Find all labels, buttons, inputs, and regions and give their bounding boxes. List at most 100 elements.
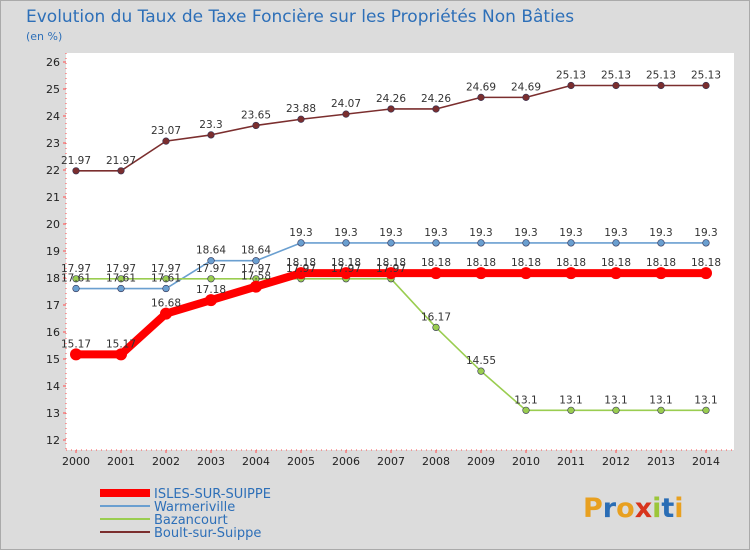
- plot-area: [66, 53, 734, 450]
- data-label: 19.3: [379, 227, 402, 239]
- data-label: 19.3: [424, 227, 447, 239]
- data-label: 24.26: [421, 93, 451, 105]
- data-point: [432, 105, 440, 113]
- data-label: 24.07: [331, 98, 361, 110]
- data-label: 13.1: [694, 394, 717, 406]
- data-point: [477, 239, 485, 247]
- data-label: 21.97: [61, 155, 91, 167]
- data-label: 18.18: [691, 257, 721, 269]
- data-point: [207, 131, 215, 139]
- data-point: [522, 93, 530, 101]
- data-point: [297, 115, 305, 123]
- data-label: 24.26: [376, 93, 406, 105]
- y-tick-label: 13: [46, 407, 60, 420]
- data-label: 19.3: [559, 227, 582, 239]
- data-label: 25.13: [691, 69, 721, 81]
- brand-letter: r: [603, 493, 617, 524]
- data-point: [655, 267, 667, 280]
- data-point: [342, 110, 350, 118]
- data-point: [117, 284, 125, 293]
- data-point: [207, 275, 215, 283]
- x-tick-label: 2010: [512, 455, 540, 468]
- data-label: 17.97: [286, 263, 316, 275]
- data-label: 18.18: [466, 257, 496, 269]
- data-point: [252, 121, 260, 130]
- data-point: [115, 348, 127, 361]
- data-point: [477, 93, 485, 101]
- data-label: 18.18: [331, 257, 361, 269]
- data-point: [612, 239, 620, 247]
- data-point: [612, 406, 620, 414]
- data-point: [702, 81, 710, 90]
- data-label: 23.3: [199, 119, 222, 131]
- brand-letter: x: [635, 493, 652, 524]
- y-tick-label: 18: [46, 272, 60, 285]
- data-point: [522, 239, 530, 247]
- data-label: 17.61: [106, 273, 136, 285]
- data-point: [657, 81, 665, 90]
- y-tick-label: 15: [46, 353, 60, 366]
- data-point: [72, 284, 80, 293]
- data-point: [117, 167, 125, 175]
- x-tick-label: 2013: [647, 455, 675, 468]
- data-label: 24.69: [466, 81, 496, 93]
- data-label: 23.88: [286, 103, 316, 115]
- y-axis-unit: (en %): [26, 30, 62, 43]
- brand-letter: t: [661, 493, 674, 524]
- legend-label: Warmeriville: [154, 500, 235, 515]
- y-tick-label: 25: [46, 83, 60, 96]
- data-point: [387, 239, 395, 247]
- data-label: 17.97: [196, 263, 226, 275]
- data-point: [432, 239, 440, 247]
- data-label: 19.3: [604, 227, 627, 239]
- data-label: 24.69: [511, 81, 541, 93]
- data-point: [522, 406, 530, 414]
- data-point: [430, 267, 442, 280]
- data-label: 13.1: [559, 394, 582, 406]
- data-label: 17.18: [196, 284, 226, 296]
- brand-letter: o: [616, 493, 635, 524]
- data-point: [342, 239, 350, 247]
- data-point: [250, 280, 262, 293]
- data-point: [205, 294, 217, 307]
- data-label: 18.18: [556, 257, 586, 269]
- data-point: [72, 167, 80, 175]
- data-label: 21.97: [106, 155, 136, 167]
- data-label: 18.18: [646, 257, 676, 269]
- data-label: 17.61: [61, 273, 91, 285]
- series-isles-sur-suippe: [70, 267, 712, 361]
- data-label: 25.13: [646, 69, 676, 81]
- x-tick-label: 2012: [602, 455, 630, 468]
- data-label: 19.3: [514, 227, 537, 239]
- legend-label: Boult-sur-Suippe: [154, 526, 261, 541]
- series-layer: [70, 81, 712, 414]
- data-point: [475, 267, 487, 280]
- series-boult-sur-suippe: [72, 81, 710, 175]
- data-point: [657, 239, 665, 247]
- data-point: [70, 348, 82, 361]
- data-label: 17.97: [241, 263, 271, 275]
- y-tick-label: 14: [46, 380, 60, 393]
- y-tick-label: 26: [46, 56, 60, 69]
- data-point: [162, 137, 170, 145]
- x-tick-label: 2009: [467, 455, 495, 468]
- data-label: 16.68: [151, 298, 181, 310]
- data-label: 17.97: [151, 263, 181, 275]
- data-label: 17.97: [61, 263, 91, 275]
- data-point: [340, 267, 352, 280]
- y-tick-label: 24: [46, 110, 60, 123]
- data-point: [207, 257, 215, 265]
- y-tick-label: 21: [46, 191, 60, 204]
- x-tick-label: 2011: [557, 455, 585, 468]
- data-label: 19.3: [289, 227, 312, 239]
- x-tick-label: 2003: [197, 455, 225, 468]
- data-label: 18.64: [196, 245, 226, 257]
- brand-letter: i: [652, 493, 661, 524]
- data-label: 15.17: [61, 338, 91, 350]
- data-point: [567, 406, 575, 414]
- data-label: 23.65: [241, 109, 271, 121]
- data-label: 18.18: [601, 257, 631, 269]
- data-label: 17.58: [241, 271, 271, 283]
- data-point: [520, 267, 532, 280]
